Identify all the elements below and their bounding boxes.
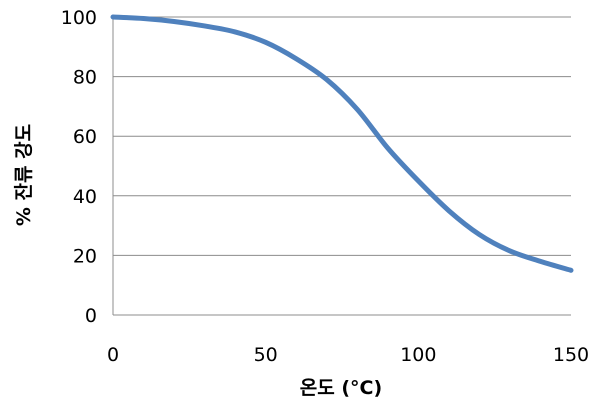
- x-axis-title: 온도 (°C): [300, 377, 382, 399]
- y-tick-labels: 0 20 40 60 80 100: [61, 7, 97, 327]
- gridlines: [113, 16, 571, 316]
- y-tick-label: 80: [73, 67, 97, 89]
- y-tick-label: 100: [61, 7, 97, 29]
- x-tick-label: 100: [400, 344, 436, 366]
- x-tick-label: 150: [553, 344, 589, 366]
- y-tick-label: 40: [73, 186, 97, 208]
- y-tick-label: 0: [85, 305, 97, 327]
- x-tick-labels: 0 50 100 150: [107, 344, 589, 366]
- series-line: [110, 14, 574, 273]
- y-tick-label: 60: [73, 126, 97, 148]
- x-tick-label: 0: [107, 344, 119, 366]
- y-axis-title: % 잔류 강도: [13, 124, 35, 226]
- series-group: [110, 14, 574, 273]
- x-tick-label: 50: [254, 344, 278, 366]
- y-tick-label: 20: [73, 245, 97, 267]
